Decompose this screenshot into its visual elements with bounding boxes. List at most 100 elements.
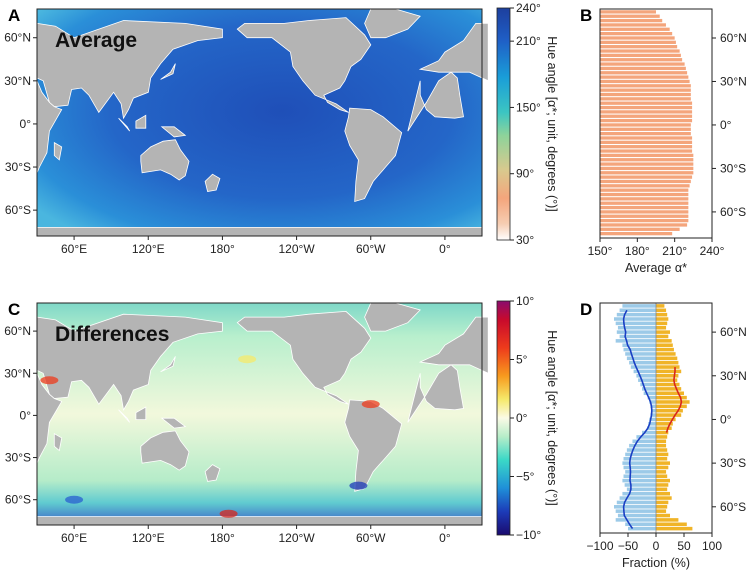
panel-d-bar-series-1	[656, 456, 668, 461]
panel-d-bar-series-1	[656, 500, 669, 505]
panel-b-bar	[600, 214, 689, 218]
panel-b-bar	[600, 158, 694, 162]
colorbar-bottom-tick-label: 10°	[516, 294, 534, 308]
panel-b-bar	[600, 136, 693, 140]
map-c-hotspot-4	[238, 355, 257, 364]
panel-d-bar-series-0	[628, 526, 656, 531]
panel-d-bar-series-1	[656, 435, 668, 439]
panel-d-bar-series-0	[648, 422, 656, 426]
panel-d-bar-series-1	[656, 330, 670, 334]
panel-b-bar	[600, 149, 693, 153]
panel-d-bar-series-1	[656, 312, 668, 317]
panel-d-bar-series-0	[630, 365, 656, 369]
panel-d-bar-series-1	[656, 321, 668, 326]
panel-b-bar	[600, 75, 689, 79]
map-c-landmass-14	[160, 417, 187, 429]
panel-d-line-series-0	[622, 309, 653, 530]
panel-d-bar-series-1	[656, 374, 679, 378]
panel-b-bar	[600, 192, 689, 197]
map-a-xtick-label: 0°	[439, 242, 451, 256]
panel-d-bar-series-1	[656, 452, 669, 457]
panel-b-bar	[600, 92, 691, 97]
map-c-landmass-7	[418, 316, 489, 374]
colorbar-top-tick-label: 30°	[516, 233, 534, 247]
panel-d-bar-series-1	[656, 334, 669, 339]
panel-d-bar-series-0	[626, 448, 656, 452]
panel-b-bar	[600, 145, 693, 149]
panel-d-bar-series-1	[656, 404, 687, 409]
panel-d-line-series-1	[665, 367, 683, 433]
colorbar-bottom-bar	[496, 300, 511, 536]
map-a-landmass-0	[36, 20, 223, 120]
panel-b-ytick-label: 30°N	[720, 74, 747, 88]
map-a-xtick-label: 180°	[210, 242, 235, 256]
panel-d-bar-series-1	[656, 470, 667, 474]
panel-d-bar-series-0	[614, 317, 656, 321]
panel-d-bar-series-0	[619, 496, 656, 500]
panel-d-bar-series-0	[626, 487, 656, 492]
colorbar-bottom-label: Hue angle [α*; unit, degrees (°)]	[545, 330, 559, 506]
panel-b-xlabel: Average α*	[625, 261, 687, 275]
panel-d-bar-series-0	[625, 352, 656, 356]
panel-b-bar	[600, 71, 688, 75]
panel-d-xtick-label: −100	[586, 539, 613, 553]
map-c-hotspot-2	[349, 481, 368, 490]
panel-d-bar-series-0	[625, 522, 656, 527]
panel-d-bar-series-0	[622, 304, 656, 308]
panel-d-bar-series-1	[656, 408, 683, 413]
panel-b-bar	[600, 218, 689, 223]
panel-d-xtick-label: 50	[677, 539, 691, 553]
map-a-landmass-6	[407, 71, 464, 132]
panel-b-bar	[600, 223, 688, 227]
map-a-landmass-9	[204, 173, 221, 192]
panel-b-bar	[600, 140, 693, 144]
panel-d-bar-series-0	[623, 465, 656, 470]
panel-d-bar-series-1	[656, 304, 665, 308]
panel-d-bar-series-1	[656, 400, 690, 404]
panel-d-bar-series-0	[651, 408, 656, 413]
panel-b-bar	[600, 58, 683, 62]
panel-letter-b: B	[580, 6, 592, 25]
panel-d-bar-series-0	[615, 518, 656, 522]
panel-d-xlabel: Fraction (%)	[622, 556, 690, 570]
panel-d-bar-series-1	[656, 513, 670, 518]
panel-d-bar-series-0	[616, 312, 656, 317]
panel-b-bar	[600, 53, 681, 58]
panel-d-bar-series-1	[656, 518, 679, 522]
map-a-landmass-5	[364, 8, 421, 39]
colorbar-top-bar	[496, 7, 511, 241]
map-a-landmass-4	[344, 107, 403, 203]
map-c-ytick-label: 0°	[20, 408, 32, 422]
panel-d-xtick-label: 0	[653, 539, 660, 553]
map-c-landmass-8	[36, 516, 483, 526]
map-a-ytick-label: 60°S	[5, 203, 31, 217]
map-c-landmass-9	[204, 464, 221, 482]
panel-d-bar-series-1	[656, 317, 669, 321]
map-a-xtick-label: 60°W	[356, 242, 386, 256]
panel-d-bar-series-0	[629, 443, 656, 448]
panel-d-bar-series-0	[622, 491, 656, 496]
panel-b-bar	[600, 197, 689, 201]
panel-d-bar-series-0	[633, 369, 656, 374]
panel-d-bar-series-1	[656, 413, 682, 417]
panel-b-bar	[600, 179, 691, 184]
panel-b-bar	[600, 31, 673, 36]
panel-b-bar	[600, 232, 673, 236]
panel-b-bar	[600, 171, 694, 175]
panel-d-bar-series-0	[640, 382, 656, 387]
panel-b-bar	[600, 88, 691, 92]
map-c-xtick-label: 60°E	[61, 531, 87, 545]
panel-d-bar-series-0	[623, 474, 656, 478]
colorbar-top-label: Hue angle [α*; unit, degrees (°)]	[545, 36, 559, 212]
panel-d-bar-series-1	[656, 343, 673, 347]
panel-b-bar	[600, 40, 676, 44]
panel-d-bar-series-0	[617, 513, 656, 518]
panel-d-bar-series-1	[656, 426, 672, 430]
panel-d-bar-series-0	[615, 321, 656, 326]
panel-d-bar-series-1	[656, 443, 667, 448]
panel-b-xtick-label: 210°	[662, 244, 687, 258]
map-a-landmass-11	[160, 63, 176, 80]
map-c-xtick-label: 60°W	[356, 531, 386, 545]
panel-d-bar-series-1	[656, 378, 678, 382]
